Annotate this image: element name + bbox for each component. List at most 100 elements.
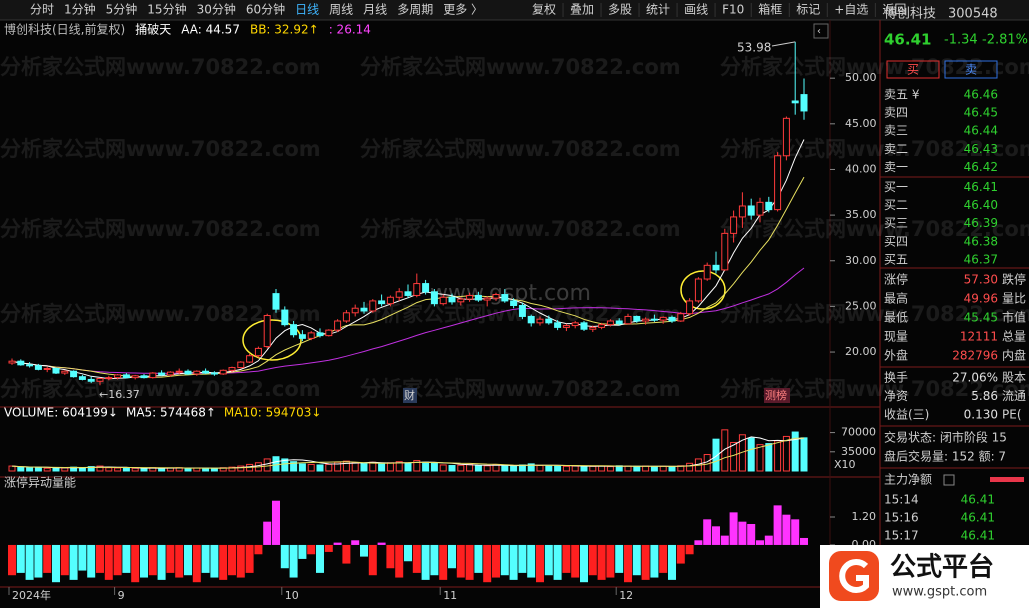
tool-button[interactable]: 标记	[796, 3, 820, 17]
period-tab[interactable]: 5分钟	[106, 2, 138, 17]
candle-body	[386, 296, 394, 305]
volume-text: MA5: 574468↑	[126, 406, 216, 420]
volume-bar	[122, 467, 130, 472]
candle-body	[439, 296, 447, 305]
volume-bar	[17, 466, 25, 472]
candle-body	[404, 291, 412, 296]
tool-button[interactable]: 叠加	[570, 3, 594, 17]
indicator-bar	[685, 544, 694, 555]
change-pct: -2.81%	[982, 33, 1028, 48]
candle-body	[624, 315, 632, 325]
logo-title: 公式平台	[890, 552, 994, 583]
volume-bar	[466, 463, 474, 472]
tool-button[interactable]: 多股	[608, 3, 632, 17]
book-price: 46.43	[964, 142, 998, 156]
candle-body	[650, 318, 658, 321]
indicator-bar	[676, 544, 685, 564]
candle-body	[413, 283, 421, 296]
collapse-button[interactable]	[813, 23, 829, 39]
candle-body	[96, 378, 104, 382]
indicator-bar	[148, 544, 157, 576]
candle-body	[8, 360, 16, 364]
indicator-title: 涨停异动量能	[4, 475, 76, 490]
volume-bar	[8, 465, 16, 472]
volume-bar	[765, 443, 773, 472]
candle-body	[369, 300, 377, 312]
tick-price: 46.41	[961, 493, 995, 507]
tool-button[interactable]: 画线	[684, 3, 708, 17]
candle-body	[554, 322, 562, 328]
period-tab[interactable]: 1分钟	[64, 2, 96, 17]
stat-extra: 市值	[1002, 310, 1026, 325]
info-text: : 26.14	[329, 23, 371, 37]
stat-value: 57.30	[964, 273, 998, 287]
sell-label: 卖	[965, 63, 977, 77]
candle-body	[87, 378, 95, 382]
candle-body	[677, 313, 685, 322]
tool-button[interactable]: 统计	[646, 3, 670, 17]
stat-label: 收益(三)	[884, 408, 929, 422]
book-price: 46.39	[964, 216, 998, 230]
volume-bar	[668, 466, 676, 472]
indicator-bar	[87, 544, 96, 578]
period-tab[interactable]: 日线	[295, 3, 319, 17]
candle-body	[756, 201, 764, 216]
status-text: 盘后交易量: 152 额: 7	[884, 449, 1006, 464]
tool-button[interactable]: 箱框	[758, 2, 782, 17]
candle-body	[483, 297, 491, 301]
watermark: 分析家公式网www.70822.com	[0, 137, 321, 161]
volume-bar	[228, 466, 236, 472]
period-tab[interactable]: 60分钟	[246, 2, 285, 17]
candle-body	[307, 332, 315, 339]
volume-bar	[791, 431, 799, 472]
volume-bar	[360, 462, 368, 472]
volume-bar	[87, 466, 95, 472]
stat-value: 49.96	[964, 292, 998, 306]
period-tab[interactable]: 月线	[363, 3, 387, 17]
indicator-bar	[747, 523, 756, 545]
period-tab[interactable]: 多周期	[397, 3, 433, 17]
logo-glyph	[839, 559, 869, 593]
book-label: 买四	[884, 234, 908, 248]
candle-body	[395, 291, 403, 298]
candle-body	[712, 264, 720, 271]
tool-button[interactable]: +自选	[834, 3, 868, 17]
indicator-bar	[412, 544, 421, 573]
period-tab[interactable]: 15分钟	[147, 2, 186, 17]
y-tick-label: 25.00	[845, 299, 877, 312]
date-label: 12	[619, 589, 633, 602]
period-tab[interactable]: 分时	[30, 3, 54, 17]
candle-body	[140, 375, 148, 379]
candle-body	[562, 325, 570, 328]
candle-body	[316, 332, 324, 337]
candle-body	[246, 355, 254, 363]
period-tab[interactable]: 更多 〉	[443, 3, 483, 17]
volume-bar	[272, 456, 280, 472]
book-label: 卖五 ¥	[884, 88, 920, 102]
stat-extra: 内盘	[1002, 348, 1026, 363]
indicator-bar	[333, 542, 342, 545]
period-tab[interactable]: 周线	[329, 3, 353, 17]
buy-button[interactable]	[886, 60, 940, 79]
candle-body	[351, 307, 359, 314]
indicator-bar	[659, 544, 668, 573]
candle-body	[219, 369, 227, 375]
tool-button[interactable]: 复权	[532, 3, 556, 17]
book-price: 46.38	[964, 234, 998, 248]
volume-bar	[26, 467, 34, 472]
period-tab[interactable]: 30分钟	[197, 2, 236, 17]
tool-button[interactable]: 返回	[882, 3, 906, 17]
watermark: 分析家公式网www.70822.com	[0, 217, 321, 241]
tool-button[interactable]: F10	[722, 3, 744, 17]
book-price: 46.37	[964, 252, 998, 266]
sell-button[interactable]	[944, 60, 998, 79]
volume-bar	[642, 465, 650, 472]
stat-extra: PE(	[1002, 408, 1022, 422]
stat-label: 最高	[884, 291, 908, 306]
candle-body	[342, 312, 350, 322]
indicator-bar	[606, 544, 615, 578]
indicator-bar	[34, 544, 43, 578]
volume-bar	[457, 464, 465, 472]
candle-body	[52, 367, 60, 374]
